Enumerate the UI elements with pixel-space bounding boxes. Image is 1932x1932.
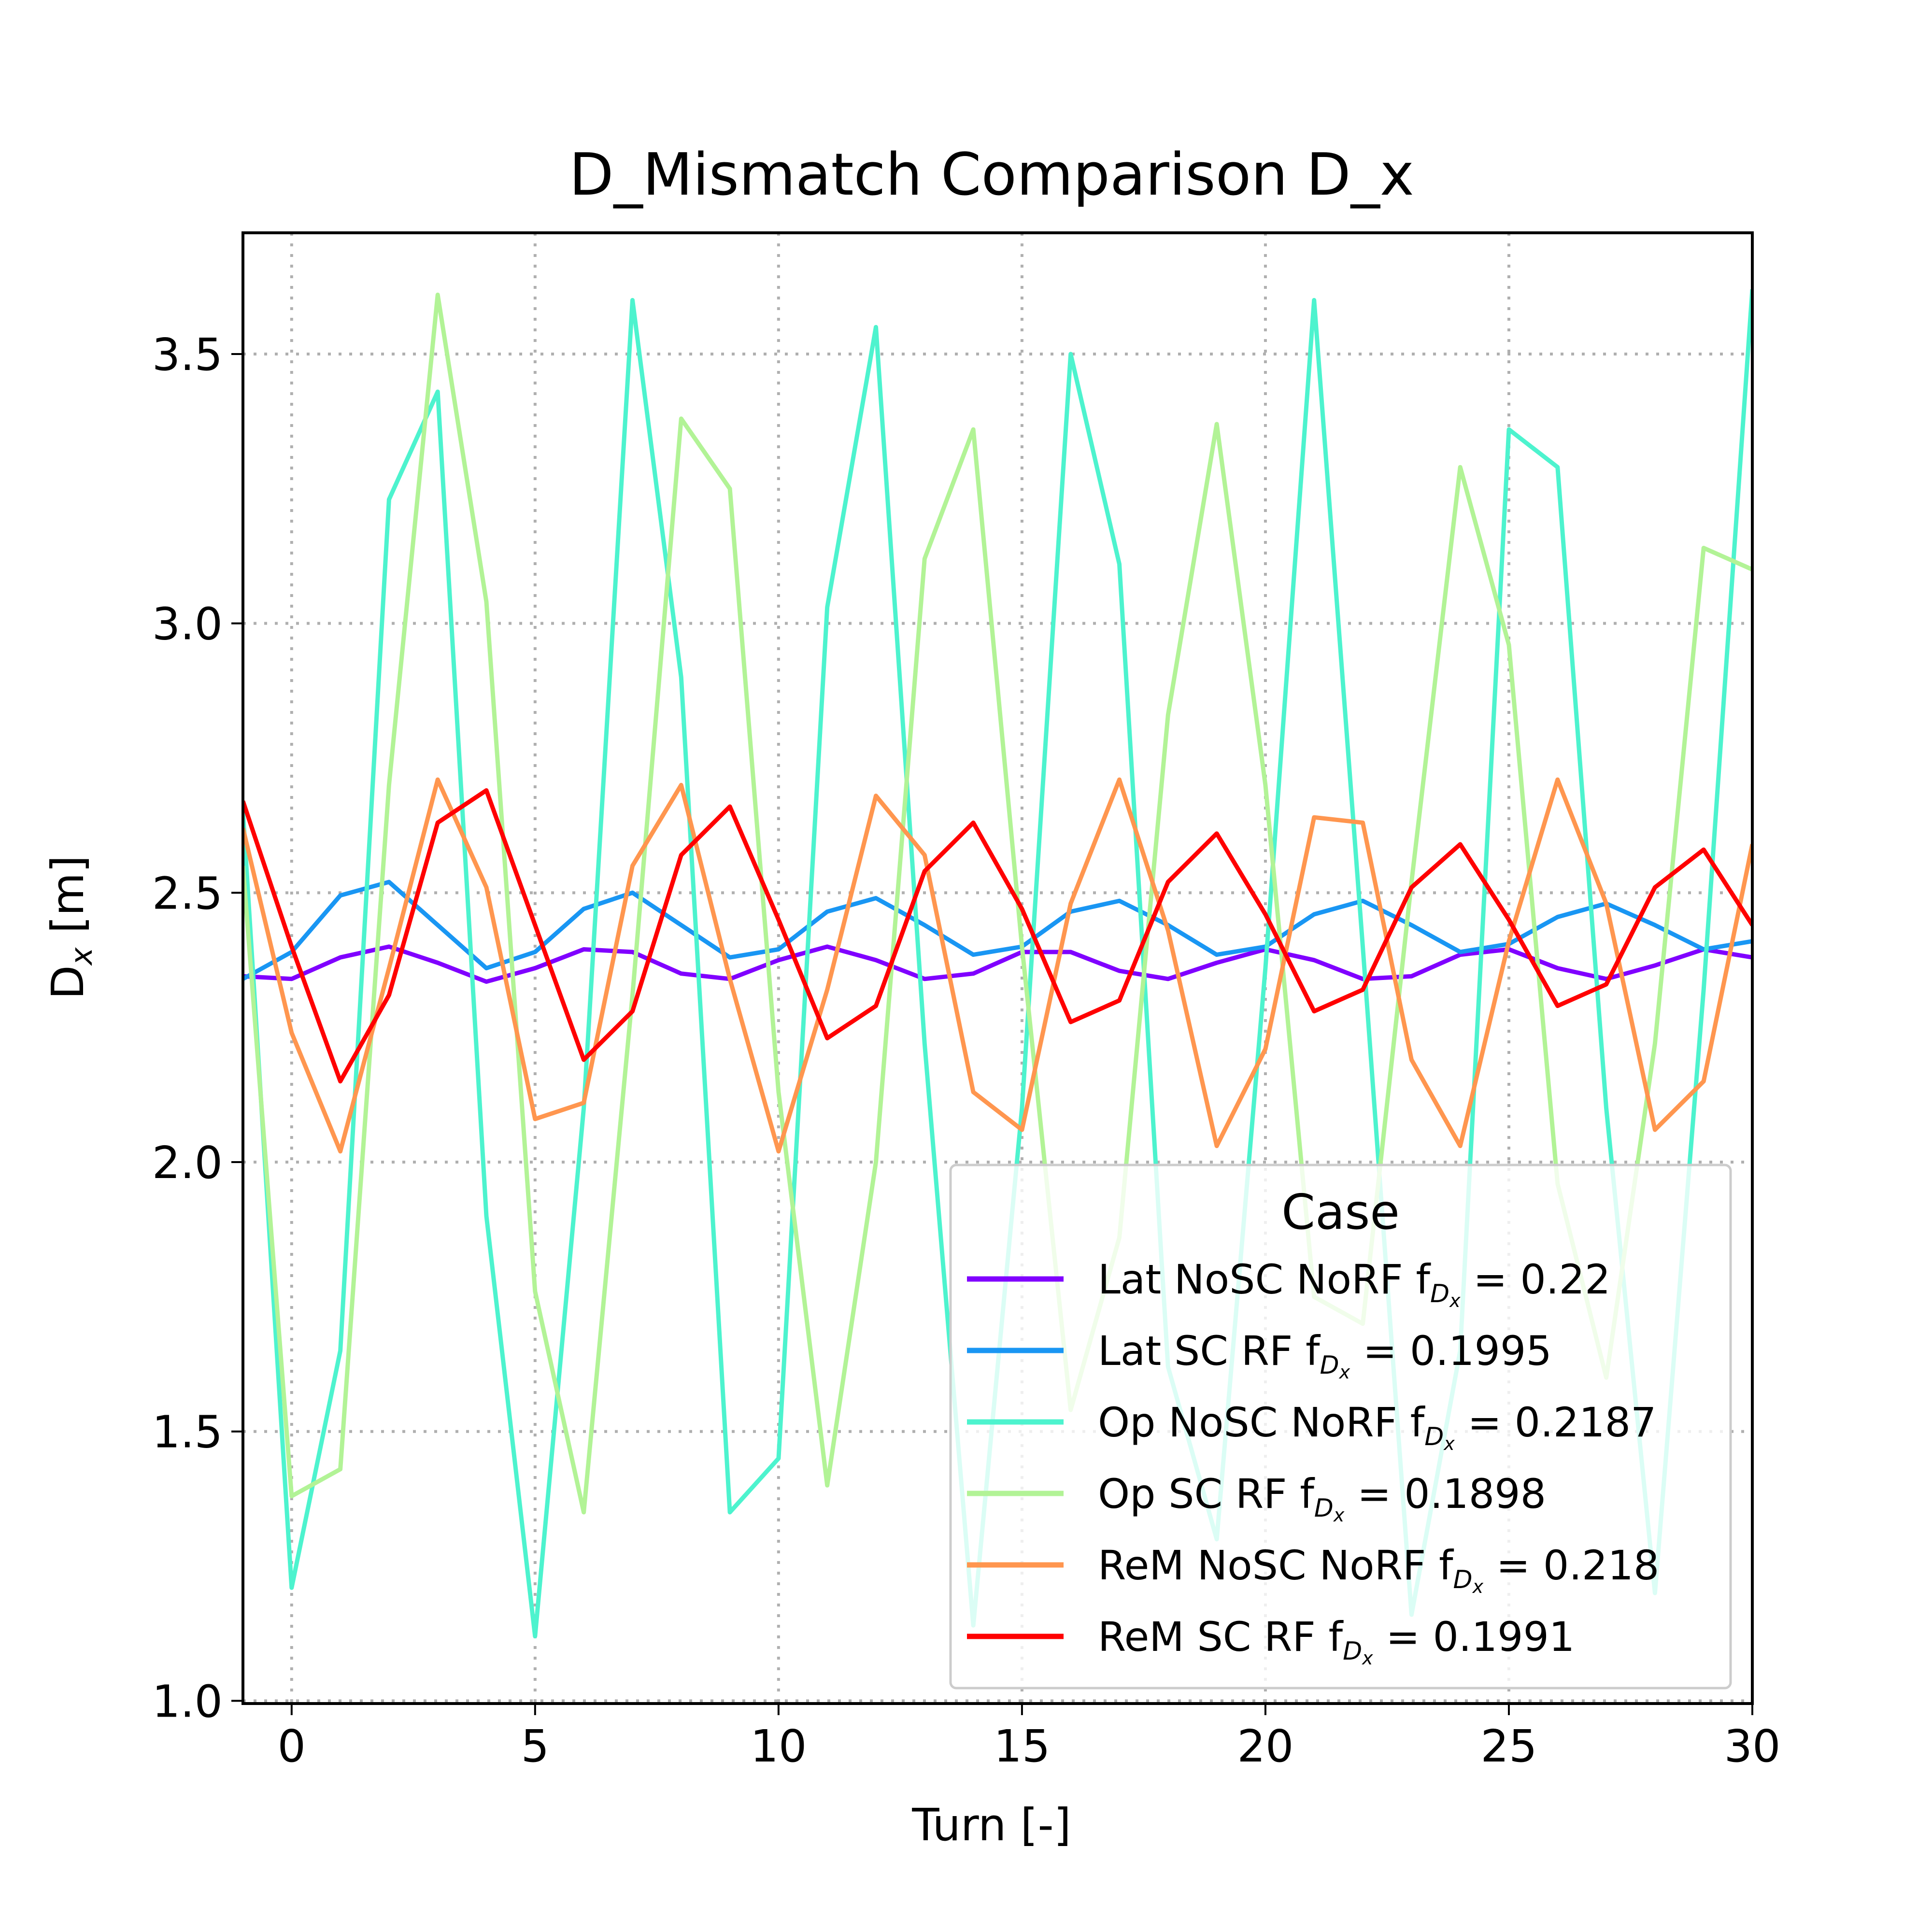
legend-tune-value: 0.218 <box>1543 1542 1659 1589</box>
legend-equals: = <box>1350 1327 1410 1375</box>
y-tick-label: 2.0 <box>152 1137 223 1189</box>
chart-title: D_Mismatch Comparison D_x <box>569 142 1414 209</box>
series-line-4 <box>243 777 1752 1154</box>
legend-equals: = <box>1455 1399 1515 1446</box>
legend-d-symbol: D <box>1430 1279 1449 1308</box>
series-line-5 <box>243 788 1752 1084</box>
plot-area: 0 5 10 15 20 25 30 1.0 1.5 2.0 2.5 3.0 3.5 <box>152 231 1781 1772</box>
legend-d-symbol: D <box>1424 1422 1444 1451</box>
legend-d-symbol: D <box>1343 1637 1362 1666</box>
legend-x-symbol: x <box>1339 1362 1350 1383</box>
y-axis-label: Dx [m] <box>42 855 99 999</box>
x-tick-label: 5 <box>521 1720 550 1772</box>
y-tick-label: 3.0 <box>152 598 223 650</box>
y-axis-label-main: D <box>42 965 94 999</box>
legend-equals: = <box>1344 1470 1404 1518</box>
legend-f-symbol: f <box>1397 1399 1426 1446</box>
y-axis-label-unit: [m] <box>42 855 94 948</box>
legend-item: ReM SC RF fDx = 0.1991 <box>967 1613 1575 1669</box>
legend-equals: = <box>1483 1542 1543 1589</box>
legend-x-symbol: x <box>1472 1576 1484 1597</box>
legend-label: Op SC RF fDx = 0.1898 <box>1098 1470 1546 1526</box>
legend-label: ReM NoSC NoRF fDx = 0.218 <box>1098 1542 1659 1597</box>
legend-tune-value: 0.22 <box>1520 1256 1610 1303</box>
legend-equals: = <box>1373 1613 1433 1661</box>
legend-box <box>949 1164 1732 1690</box>
x-tick-label: 25 <box>1480 1720 1537 1772</box>
legend-label: Lat SC RF fDx = 0.1995 <box>1098 1327 1552 1383</box>
axes-frame <box>242 231 1754 1705</box>
legend-tune-value: 0.1995 <box>1410 1327 1552 1375</box>
y-tick-label: 1.0 <box>152 1676 223 1727</box>
legend-d-symbol: D <box>1320 1351 1339 1380</box>
legend-tune-value: 0.2187 <box>1515 1399 1657 1446</box>
legend-item: Lat SC RF fDx = 0.1995 <box>967 1327 1552 1383</box>
series-line-1 <box>243 880 1752 981</box>
y-tick-label: 1.5 <box>152 1406 223 1458</box>
legend-x-symbol: x <box>1362 1648 1373 1669</box>
legend-item: Op SC RF fDx = 0.1898 <box>967 1470 1546 1526</box>
x-axis-label: Turn [-] <box>911 1799 1071 1851</box>
legend-d-symbol: D <box>1453 1565 1473 1594</box>
legend-title: Case <box>1281 1184 1400 1240</box>
legend-item: ReM NoSC NoRF fDx = 0.218 <box>967 1542 1659 1597</box>
legend-f-symbol: f <box>1426 1542 1454 1589</box>
legend-label: Op NoSC NoRF fDx = 0.2187 <box>1098 1399 1657 1454</box>
series-line-3 <box>243 292 1752 1515</box>
legend-tune-value: 0.1991 <box>1433 1613 1575 1661</box>
legend-series-name: ReM NoSC NoRF <box>1098 1542 1426 1589</box>
y-tick-label: 3.5 <box>152 329 223 381</box>
series-line-0 <box>243 944 1752 984</box>
legend-tune-value: 0.1898 <box>1404 1470 1546 1518</box>
legend-f-symbol: f <box>1293 1327 1321 1375</box>
legend-item: Op NoSC NoRF fDx = 0.2187 <box>967 1399 1657 1454</box>
legend-series-name: ReM SC RF <box>1098 1613 1316 1661</box>
legend-label: Lat NoSC NoRF fDx = 0.22 <box>1098 1256 1610 1311</box>
legend-series-name: Lat SC RF <box>1098 1327 1293 1375</box>
legend-f-symbol: f <box>1287 1470 1316 1518</box>
legend-series-name: Op SC RF <box>1098 1470 1287 1518</box>
legend-x-symbol: x <box>1333 1505 1345 1526</box>
legend-x-symbol: x <box>1449 1290 1461 1311</box>
legend-f-symbol: f <box>1403 1256 1432 1303</box>
legend-equals: = <box>1461 1256 1520 1303</box>
legend-f-symbol: f <box>1316 1613 1344 1661</box>
legend-series-name: Op NoSC NoRF <box>1098 1399 1397 1446</box>
x-tick-label: 15 <box>994 1720 1050 1772</box>
x-tick-label: 10 <box>750 1720 807 1772</box>
legend-label: ReM SC RF fDx = 0.1991 <box>1098 1613 1575 1669</box>
series-group <box>243 289 1752 1639</box>
legend-x-symbol: x <box>1443 1433 1455 1454</box>
ticks: 0 5 10 15 20 25 30 1.0 1.5 2.0 2.5 3.0 3.5 <box>152 329 1781 1772</box>
x-tick-label: 20 <box>1237 1720 1293 1772</box>
legend-item: Lat NoSC NoRF fDx = 0.22 <box>967 1256 1610 1311</box>
legend-d-symbol: D <box>1314 1494 1334 1523</box>
y-tick-label: 2.5 <box>152 867 223 919</box>
x-tick-label: 0 <box>278 1720 306 1772</box>
legend-series-name: Lat NoSC NoRF <box>1098 1256 1403 1303</box>
y-axis-label-subscript: x <box>64 947 99 966</box>
x-tick-label: 30 <box>1724 1720 1780 1772</box>
